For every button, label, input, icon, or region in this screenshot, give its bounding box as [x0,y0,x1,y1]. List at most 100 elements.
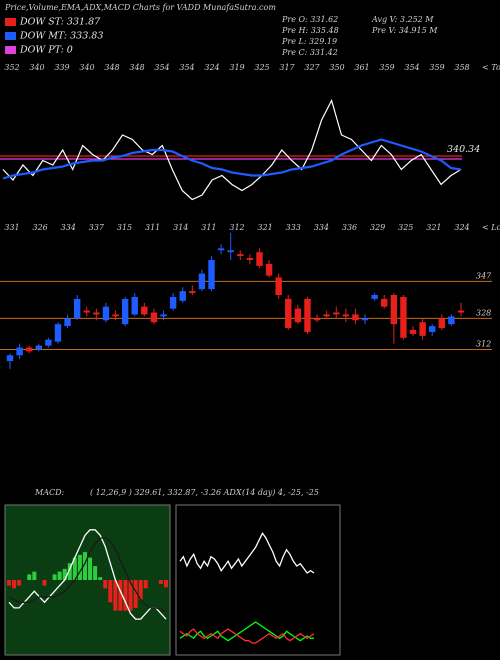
low-label: 312 [229,223,244,232]
candle-body [457,310,465,313]
top-label: 352 [4,63,19,72]
histogram-bar [113,580,118,611]
candle-body [16,347,23,356]
low-label: 324 [454,223,469,232]
candle-body [419,322,426,336]
candle-body [54,324,62,342]
low-label: 311 [201,223,216,232]
low-label: 333 [286,223,301,232]
low-label: 329 [370,223,385,232]
top-label: 348 [129,63,144,72]
legend-swatch [5,32,16,40]
histogram-bar [27,574,32,580]
histogram-bar [62,568,67,580]
panel-label: MACD: [34,488,65,497]
stat: Pre L: 329.19 [281,37,337,46]
low-label: 334 [314,223,329,232]
histogram-bar [77,554,82,580]
candle-body [83,310,90,313]
histogram-bar [67,563,72,580]
candle-body [265,263,273,276]
panel-label: ( 12,26,9 ) 329.61, 332.87, -3.26 ADX [90,488,242,497]
histogram-bar [82,552,87,580]
candle-body [400,296,407,338]
legend-label: DOW PT: 0 [19,45,73,56]
candle-body [227,250,234,253]
top-label: 359 [379,63,394,72]
candle-body [333,312,340,315]
adx-line [179,532,315,574]
legend-label: DOW ST: 331.87 [19,17,101,28]
histogram-bar [88,557,93,580]
top-label: 327 [304,63,320,72]
low-label: 331 [4,223,19,232]
histogram-bar [32,571,37,580]
candle-body [198,273,206,290]
candle-body [448,316,455,325]
candle-body [102,306,110,321]
candle-body [73,298,81,319]
y-tick-label: 328 [476,308,491,317]
low-label: 314 [173,223,188,232]
top-label: 324 [204,63,219,72]
candle-body [294,308,302,323]
stat: Avg V: 3.252 M [371,15,434,24]
histogram-bar [108,580,113,603]
low-label: 334 [61,223,76,232]
candle-body [304,298,311,332]
top-label: 354 [179,63,194,72]
ema-line [2,138,462,180]
stat: Pre C: 331.42 [281,48,338,57]
candle-body [352,314,359,321]
adx-line [179,628,315,644]
chart-title: Price,Volume,EMA,ADX,MACD Charts for VAD… [4,3,276,12]
top-label: 325 [254,63,269,72]
top-label: 350 [329,63,344,72]
histogram-bar [118,580,123,611]
panel-label: (14 day) 4, -25, -25 [242,488,319,497]
macd-line [8,537,167,613]
macd-line [8,529,167,620]
candle-body [275,277,282,295]
histogram-bar [103,580,108,589]
candle-body [429,326,436,332]
candle-body [189,291,196,294]
top-label: 339 [54,63,69,72]
stat: Pre H: 335.48 [281,26,339,35]
histogram-bar [93,566,98,580]
histogram-bar [128,580,133,611]
candle-body [179,291,186,301]
candle-body [160,314,167,317]
legend-label: DOW MT: 333.83 [19,31,103,42]
candle-body [313,318,321,321]
low-label: 325 [398,223,413,232]
histogram-bar [164,580,168,588]
histogram-bar [42,580,47,586]
candle-body [121,298,129,325]
histogram-bar [123,580,128,611]
top-label: 361 [354,63,369,72]
low-label: 337 [89,223,105,232]
candle-body [169,296,177,309]
histogram-bar [72,557,77,580]
top-label: 340 [29,63,44,72]
candle-body [361,318,369,321]
candle-body [45,339,52,346]
candle-body [256,252,263,266]
low-label: 315 [117,223,132,232]
candle-body [141,306,148,315]
stat: Pre O: 331.62 [281,15,338,24]
top-label: 354 [154,63,169,72]
candle-body [150,312,158,323]
candle-body [93,312,100,315]
candle-body [208,260,215,290]
low-label: 321 [426,223,441,232]
candle-body [246,258,254,260]
histogram-bar [133,580,138,608]
top-label: 340 [79,63,94,72]
histogram-bar [17,580,22,586]
candle-body [342,314,350,317]
legend-swatch [5,18,16,26]
